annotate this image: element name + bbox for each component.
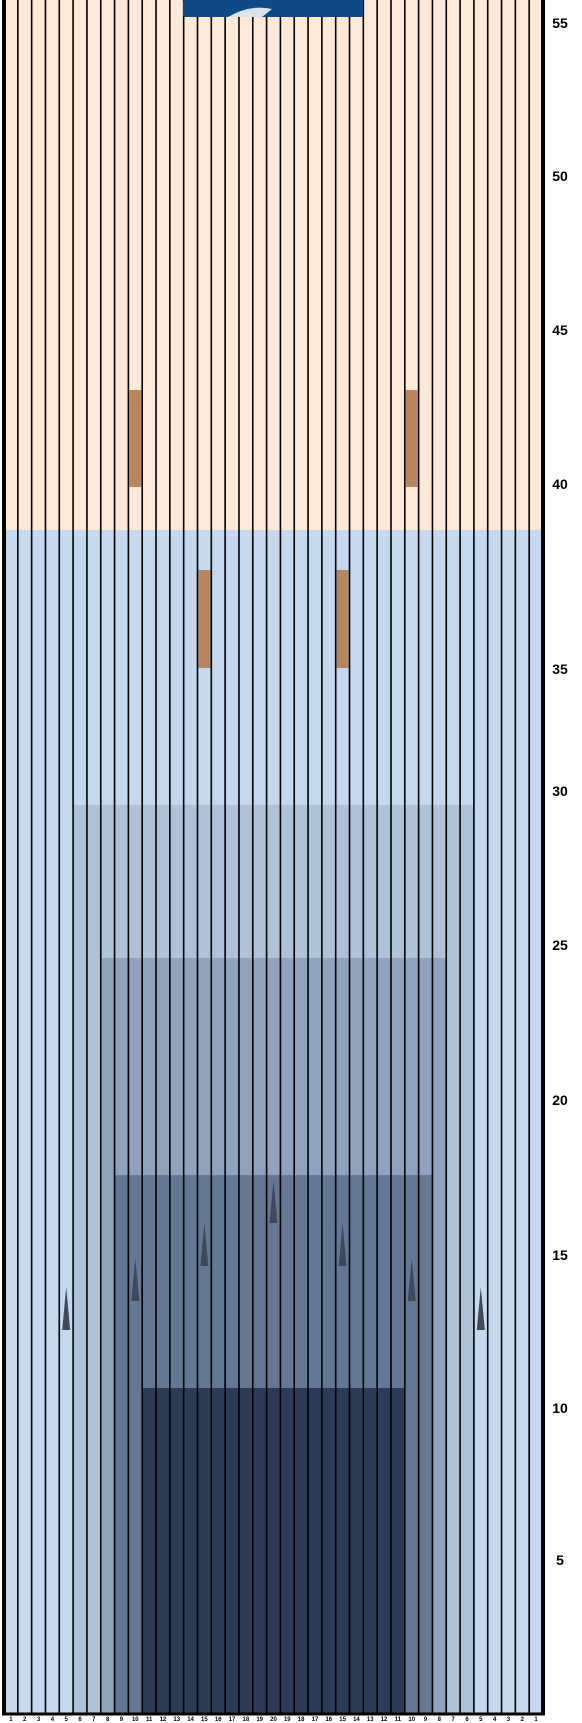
board-number-label: 17 bbox=[312, 1717, 319, 1723]
range-marker bbox=[129, 390, 142, 487]
arrow-icon bbox=[269, 1180, 278, 1223]
board-number-label: 8 bbox=[438, 1717, 442, 1723]
oil-zone-4 bbox=[142, 1388, 405, 1715]
board-number-label: 12 bbox=[381, 1717, 388, 1723]
board-number-label: 9 bbox=[120, 1717, 124, 1723]
board-number-label: 17 bbox=[229, 1717, 236, 1723]
distance-label: 20 bbox=[552, 1092, 568, 1108]
board-number-labels: 1 2 3 4 5 6 7 8 9 10 11 12 13 14 15 16 17 18 19 20 19 18 17 16 1… bbox=[9, 1717, 538, 1723]
board-number-label: 5 bbox=[479, 1717, 483, 1723]
board-number-label: 10 bbox=[408, 1717, 415, 1723]
target-arrows bbox=[62, 1180, 485, 1330]
range-marker bbox=[336, 570, 349, 668]
arrow-icon bbox=[200, 1223, 209, 1266]
board-number-label: 3 bbox=[507, 1717, 511, 1723]
board-number-label: 13 bbox=[367, 1717, 374, 1723]
board-number-label: 2 bbox=[23, 1717, 27, 1723]
distance-label: 50 bbox=[552, 168, 568, 184]
arrow-icon bbox=[407, 1258, 416, 1301]
board-number-label: 14 bbox=[353, 1717, 360, 1723]
arrow-icon bbox=[131, 1258, 140, 1301]
board-number-label: 1 bbox=[9, 1717, 13, 1723]
board-number-label: 11 bbox=[146, 1717, 153, 1723]
board-number-label: 18 bbox=[298, 1717, 305, 1723]
logo-swoosh-icon bbox=[228, 7, 272, 17]
backend-zone bbox=[4, 0, 543, 530]
board-number-label: 16 bbox=[325, 1717, 332, 1723]
logo-icon bbox=[183, 0, 363, 17]
range-markers bbox=[129, 390, 418, 668]
range-marker bbox=[198, 570, 211, 668]
distance-label: 45 bbox=[552, 322, 568, 338]
board-number-label: 14 bbox=[187, 1717, 194, 1723]
board-number-label: 15 bbox=[201, 1717, 208, 1723]
distance-label: 25 bbox=[552, 937, 568, 953]
board-number-label: 5 bbox=[65, 1717, 69, 1723]
board-number-label: 18 bbox=[243, 1717, 250, 1723]
board-number-label: 6 bbox=[78, 1717, 82, 1723]
board-number-label: 16 bbox=[215, 1717, 222, 1723]
oil-zones bbox=[4, 0, 543, 1715]
arrow-icon bbox=[62, 1287, 71, 1330]
board-number-label: 11 bbox=[395, 1717, 402, 1723]
distance-labels: 55 50 45 40 35 30 25 20 15 10 5 bbox=[552, 15, 568, 1568]
distance-label: 30 bbox=[552, 783, 568, 799]
board-number-label: 9 bbox=[424, 1717, 428, 1723]
board-number-label: 6 bbox=[465, 1717, 469, 1723]
board-number-label: 8 bbox=[106, 1717, 110, 1723]
board-number-label: 7 bbox=[451, 1717, 455, 1723]
distance-label: 55 bbox=[552, 15, 568, 31]
distance-label: 10 bbox=[552, 1400, 568, 1416]
board-number-label: 3 bbox=[37, 1717, 41, 1723]
distance-label: 35 bbox=[552, 661, 568, 677]
board-number-label: 13 bbox=[173, 1717, 180, 1723]
board-number-label: 7 bbox=[92, 1717, 96, 1723]
board-number-label: 1 bbox=[534, 1717, 538, 1723]
distance-label: 5 bbox=[556, 1552, 564, 1568]
board-number-label: 12 bbox=[160, 1717, 167, 1723]
board-lines bbox=[2, 0, 545, 1716]
board-number-label: 20 bbox=[270, 1717, 277, 1723]
distance-label: 15 bbox=[552, 1247, 568, 1263]
board-number-label: 19 bbox=[256, 1717, 263, 1723]
board-number-label: 2 bbox=[521, 1717, 525, 1723]
board-number-label: 4 bbox=[493, 1717, 497, 1723]
range-marker bbox=[405, 390, 418, 487]
distance-label: 40 bbox=[552, 476, 568, 492]
board-number-label: 10 bbox=[132, 1717, 139, 1723]
board-number-label: 4 bbox=[51, 1717, 55, 1723]
board-number-label: 19 bbox=[284, 1717, 291, 1723]
board-number-label: 15 bbox=[339, 1717, 346, 1723]
arrow-icon bbox=[476, 1287, 485, 1330]
logo-badge bbox=[183, 0, 363, 17]
arrow-icon bbox=[338, 1223, 347, 1266]
